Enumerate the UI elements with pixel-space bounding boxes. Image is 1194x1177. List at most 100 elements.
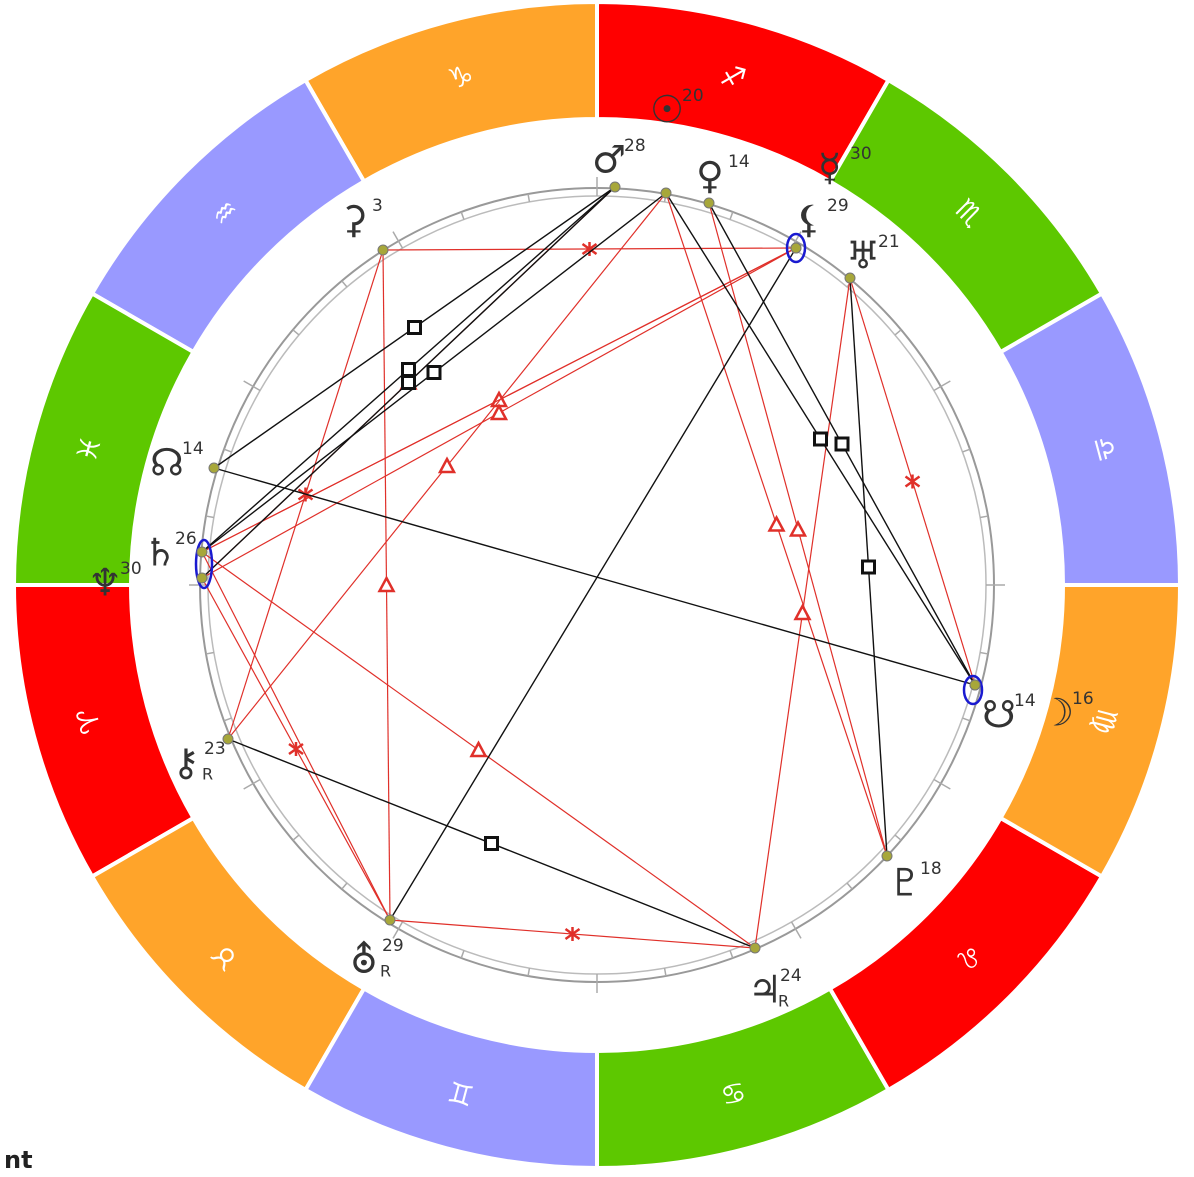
tick	[663, 967, 667, 977]
planet-degree: 16	[1072, 689, 1094, 709]
highlight-ring	[785, 232, 807, 264]
planet-dot	[749, 942, 761, 954]
tick	[223, 448, 232, 453]
tick	[933, 778, 951, 790]
planet-degree: 28	[624, 136, 646, 156]
planet-glyph: ♃	[748, 968, 782, 1012]
planet-dot	[196, 572, 208, 584]
planet-dot	[969, 679, 981, 691]
tick	[243, 380, 261, 392]
tick	[729, 211, 734, 220]
planet-dot	[881, 850, 893, 862]
planet-degree: 14	[182, 439, 204, 459]
planet-dot	[703, 197, 715, 209]
sign-segment	[827, 77, 1105, 355]
planet-dot	[377, 244, 389, 256]
planet-degree: 24	[780, 966, 802, 986]
footer-text: nt	[4, 1146, 33, 1174]
planet-degree: 18	[920, 859, 942, 879]
planet-retrograde: R	[380, 962, 391, 981]
degree-ticks	[189, 177, 1005, 993]
planet-degree: 14	[728, 152, 750, 172]
planet-degree: 26	[175, 529, 197, 549]
tick	[894, 329, 902, 336]
planet-degree: 14	[1014, 691, 1036, 711]
planet-degree: 21	[878, 232, 900, 252]
planet-degree: 30	[120, 559, 142, 579]
tick	[894, 834, 902, 841]
tick	[979, 515, 989, 519]
planet-glyph: ⚸	[795, 198, 823, 242]
tick	[979, 651, 989, 655]
planet-glyph: ☋	[982, 693, 1016, 737]
planets: ☉20♂28♀ 14 ☿ 30⚸ 29♅21⚳ 3☊14♄26♆30⚷ 23R⛢ 29R ♃24…	[88, 86, 1094, 1012]
inner-ring-outer	[199, 187, 995, 983]
sextile-symbol	[581, 242, 598, 256]
tick	[205, 651, 215, 655]
trine-symbol	[377, 575, 396, 593]
planet-glyph: ☿	[818, 146, 841, 190]
planet-dot	[844, 272, 856, 284]
planet-glyph: ☉	[650, 88, 684, 132]
planet-degree: 29	[827, 196, 849, 216]
tick	[292, 329, 300, 336]
planet-degree: 30	[850, 144, 872, 164]
planet-dot	[790, 242, 802, 254]
sextile-symbol	[904, 474, 921, 489]
planet-degree: 3	[372, 196, 383, 216]
tick	[341, 280, 348, 288]
square-symbol	[407, 320, 422, 335]
square-symbol	[834, 436, 850, 452]
planet-glyph: ☽	[1040, 691, 1074, 735]
planet-degree: 23	[204, 739, 226, 759]
square-symbol	[813, 431, 828, 447]
trine-symbol	[489, 403, 509, 421]
planet-glyph: ♆	[88, 561, 122, 605]
tick	[460, 211, 465, 220]
planet-dot	[208, 462, 220, 474]
tick	[392, 921, 404, 939]
planet-retrograde: R	[202, 765, 213, 784]
aspect-line	[213, 467, 976, 686]
planet-dot	[222, 733, 234, 745]
tick	[846, 882, 853, 890]
planet-glyph: ♄	[143, 531, 177, 575]
planet-glyph: ♂	[592, 138, 626, 182]
square-symbol	[861, 559, 876, 575]
planet-glyph: ⛢	[350, 938, 378, 982]
tick	[962, 717, 971, 722]
square-symbol	[426, 365, 442, 380]
square-symbol	[484, 836, 499, 851]
highlight-ring	[962, 674, 984, 706]
tick	[205, 515, 215, 519]
aspect-line	[201, 551, 391, 921]
trine-symbol	[437, 456, 457, 474]
tick	[729, 950, 734, 959]
tick	[962, 448, 971, 453]
aspect-lines	[194, 186, 984, 949]
tick	[392, 231, 404, 249]
tick	[527, 967, 531, 977]
planet-dot	[660, 187, 672, 199]
planet-glyph: ⚳	[340, 198, 368, 242]
planet-glyph: ♅	[846, 234, 880, 278]
sextile-symbol	[288, 742, 304, 756]
planet-retrograde: R	[778, 992, 789, 1011]
sextile-symbol	[564, 927, 581, 941]
square-symbol	[401, 362, 416, 377]
planet-glyph: ♇	[888, 861, 922, 905]
trine-symbol	[788, 519, 808, 537]
tick	[243, 778, 261, 790]
planet-dot	[196, 546, 208, 558]
tick	[223, 717, 232, 722]
square-symbol	[401, 375, 416, 390]
highlight-ring	[194, 538, 214, 590]
tick	[790, 921, 802, 939]
planet-degree: 29	[382, 936, 404, 956]
tick	[341, 882, 348, 890]
trine-symbol	[469, 740, 488, 758]
planet-glyph: ♀	[696, 154, 724, 198]
planet-dot	[609, 181, 621, 193]
aspect-line	[389, 247, 797, 921]
